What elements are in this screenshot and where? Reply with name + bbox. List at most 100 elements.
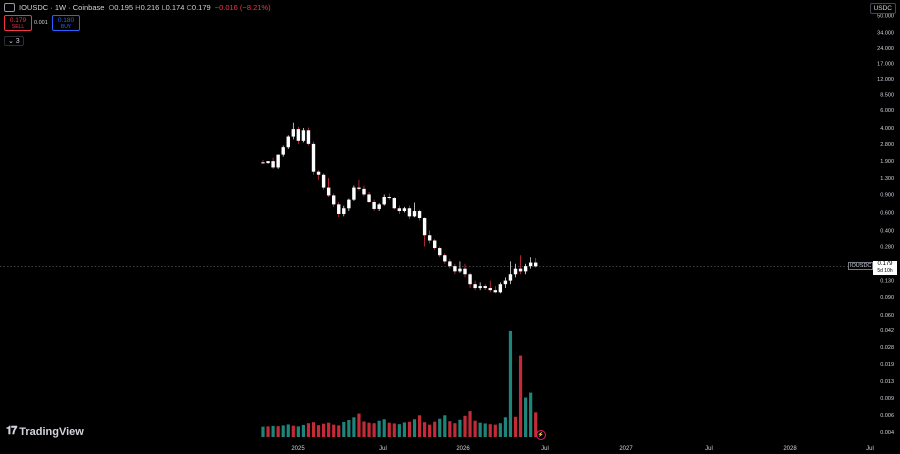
candle bbox=[412, 202, 417, 218]
candle-body bbox=[458, 268, 462, 272]
candle bbox=[483, 284, 487, 291]
volume-bar bbox=[387, 422, 391, 437]
candle bbox=[453, 263, 457, 275]
volume-bar bbox=[316, 425, 321, 437]
event-flag-icon[interactable]: ⚡ bbox=[536, 430, 546, 440]
candle bbox=[367, 192, 371, 204]
candle bbox=[478, 282, 482, 291]
candle bbox=[402, 206, 407, 213]
volume-bar bbox=[417, 415, 422, 437]
volume-bar bbox=[276, 426, 280, 437]
time-axis[interactable]: 2025 Jul 2026 Jul 2027 Jul 2028 Jul bbox=[291, 446, 874, 452]
candle-body bbox=[402, 208, 407, 212]
candle bbox=[372, 199, 376, 212]
volume-bar bbox=[433, 421, 437, 437]
indicators-toggle[interactable]: ⌄ 3 bbox=[4, 36, 24, 46]
buy-button[interactable]: 0.180 BUY bbox=[52, 15, 80, 31]
candle bbox=[387, 193, 391, 200]
candle bbox=[397, 205, 402, 215]
candle-body bbox=[508, 274, 513, 281]
candle-body bbox=[311, 143, 316, 172]
candle-body bbox=[296, 129, 301, 141]
candle-body bbox=[387, 196, 391, 199]
volume-bar bbox=[524, 397, 528, 437]
volume-tick-label: 0.042 bbox=[880, 328, 894, 334]
candle bbox=[382, 194, 386, 206]
sell-label: SELL bbox=[11, 24, 25, 30]
candle-body bbox=[513, 268, 518, 275]
candle bbox=[422, 217, 427, 247]
volume-bar bbox=[534, 412, 538, 437]
volume-bar bbox=[463, 415, 467, 437]
candle bbox=[347, 198, 351, 212]
candles bbox=[261, 122, 538, 294]
candle-body bbox=[528, 262, 533, 267]
candle-body bbox=[468, 274, 472, 285]
candle-body bbox=[261, 162, 265, 164]
candle bbox=[266, 161, 270, 164]
candle-body bbox=[316, 171, 321, 175]
volume-bar bbox=[327, 422, 331, 437]
candle bbox=[427, 230, 432, 244]
candle bbox=[276, 154, 280, 169]
volume-bar bbox=[458, 419, 462, 437]
candle bbox=[352, 185, 356, 201]
candle-body bbox=[286, 136, 290, 148]
candle bbox=[508, 261, 513, 285]
volume-bar bbox=[423, 422, 427, 437]
volume-bar bbox=[402, 422, 406, 437]
candle bbox=[448, 259, 452, 269]
volume-tick-label: 0.013 bbox=[880, 379, 894, 385]
candle bbox=[362, 185, 366, 197]
candle bbox=[528, 257, 533, 269]
candle bbox=[321, 173, 326, 190]
candle bbox=[463, 263, 467, 278]
candle-body bbox=[362, 188, 366, 195]
time-tick-label: Jul bbox=[866, 446, 874, 452]
sell-button[interactable]: 0.179 SELL bbox=[4, 15, 32, 31]
buy-label: BUY bbox=[60, 24, 72, 30]
time-tick-label: 2025 bbox=[291, 446, 305, 452]
volume-bar bbox=[271, 425, 275, 437]
volume-bar bbox=[322, 423, 326, 437]
volume-axis: 0.042 0.028 0.019 0.013 0.009 0.006 0.004 bbox=[880, 328, 894, 436]
volume-bar bbox=[392, 423, 396, 437]
candle-body bbox=[412, 211, 417, 217]
candle bbox=[493, 286, 497, 294]
volume-bar bbox=[468, 411, 472, 437]
candle-body bbox=[321, 174, 326, 188]
legend-header: IOUSDC · 1W · Coinbase O0.195 H0.216 L0.… bbox=[4, 3, 271, 12]
candle-body bbox=[427, 235, 432, 241]
candle-body bbox=[473, 284, 477, 289]
candle bbox=[342, 205, 346, 217]
candle bbox=[261, 160, 265, 165]
volume-bar bbox=[498, 423, 502, 437]
volume-bar bbox=[438, 418, 442, 437]
tradingview-logo: 𝟏𝟕 TradingView bbox=[6, 425, 84, 438]
price-axis[interactable]: 50.000 34.000 24.000 17.000 12.000 8.500 6.000… bbox=[877, 14, 894, 320]
candle bbox=[286, 135, 290, 149]
candle-body bbox=[453, 266, 457, 272]
volume-bar bbox=[296, 426, 300, 437]
volume-bar bbox=[311, 422, 316, 437]
tradingview-mark-icon: 𝟏𝟕 bbox=[6, 425, 17, 437]
volume-bar bbox=[286, 424, 290, 437]
volume-bars bbox=[261, 330, 538, 437]
volume-bar bbox=[266, 426, 270, 437]
candle-body bbox=[337, 204, 341, 215]
candle bbox=[488, 280, 492, 293]
candle-body bbox=[478, 286, 482, 289]
volume-bar bbox=[332, 424, 336, 437]
candle-body bbox=[443, 255, 447, 262]
volume-bar bbox=[301, 424, 305, 437]
symbol-title[interactable]: IOUSDC · 1W · Coinbase bbox=[19, 3, 105, 12]
candle-body bbox=[326, 187, 331, 196]
currency-button[interactable]: USDC bbox=[869, 3, 896, 14]
candle bbox=[326, 178, 331, 197]
candle-body bbox=[534, 262, 538, 267]
candle-body bbox=[377, 204, 381, 209]
volume-bar bbox=[483, 423, 487, 437]
sell-price: 0.179 bbox=[9, 17, 27, 24]
candle-body bbox=[493, 290, 497, 293]
